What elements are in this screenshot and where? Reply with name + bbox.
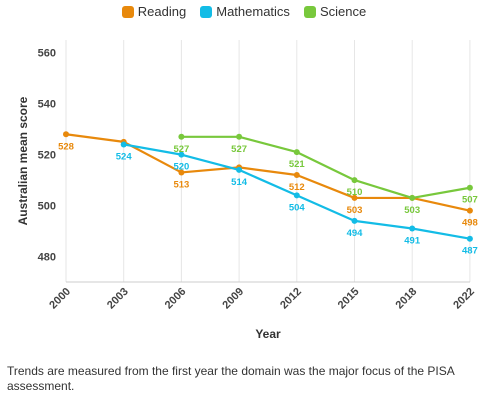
legend-swatch-reading bbox=[121, 5, 134, 18]
point-mathematics-2012 bbox=[293, 192, 300, 199]
point-mathematics-2015 bbox=[351, 217, 358, 224]
legend-label-mathematics: Mathematics bbox=[216, 4, 290, 19]
legend-item-reading[interactable]: Reading bbox=[121, 4, 187, 19]
point-reading-2012 bbox=[293, 172, 300, 179]
data-label-reading-2022: 498 bbox=[462, 218, 478, 229]
y-tick-label-480: 480 bbox=[38, 252, 56, 264]
point-science-2006 bbox=[178, 133, 185, 140]
legend: Reading Mathematics Science bbox=[0, 4, 488, 19]
x-tick-label-2006: 2006 bbox=[163, 286, 189, 312]
legend-label-reading: Reading bbox=[137, 4, 187, 19]
point-science-2015 bbox=[351, 177, 358, 184]
data-label-mathematics-2022: 487 bbox=[462, 246, 478, 257]
legend-swatch-science bbox=[303, 5, 316, 18]
point-science-2012 bbox=[293, 149, 300, 156]
data-label-reading-2000: 528 bbox=[58, 141, 74, 152]
x-tick-label-2009: 2009 bbox=[220, 286, 246, 312]
legend-item-science[interactable]: Science bbox=[303, 4, 367, 19]
x-tick-label-2000: 2000 bbox=[47, 286, 73, 312]
y-tick-label-540: 540 bbox=[38, 99, 56, 111]
data-label-reading-2006: 513 bbox=[173, 179, 189, 190]
data-label-mathematics-2009: 514 bbox=[231, 177, 248, 188]
point-reading-2015 bbox=[351, 194, 358, 201]
point-mathematics-2009 bbox=[236, 166, 243, 173]
x-tick-label-2003: 2003 bbox=[105, 286, 131, 312]
data-label-mathematics-2003: 524 bbox=[116, 151, 133, 162]
legend-label-science: Science bbox=[319, 4, 367, 19]
data-label-reading-2015: 503 bbox=[347, 205, 363, 216]
footnote: Trends are measured from the first year … bbox=[7, 364, 455, 393]
data-label-mathematics-2018: 491 bbox=[404, 236, 421, 247]
y-axis-title: Australian mean score bbox=[16, 96, 30, 225]
y-tick-label-500: 500 bbox=[38, 201, 56, 213]
legend-swatch-mathematics bbox=[200, 5, 213, 18]
data-label-mathematics-2006: 520 bbox=[173, 162, 189, 173]
data-label-science-2006: 527 bbox=[173, 144, 189, 155]
x-tick-label-2012: 2012 bbox=[278, 286, 304, 312]
point-mathematics-2018 bbox=[409, 225, 416, 232]
data-label-science-2012: 521 bbox=[289, 159, 306, 170]
point-mathematics-2006 bbox=[178, 151, 185, 158]
point-mathematics-2003 bbox=[120, 141, 127, 148]
data-label-mathematics-2015: 494 bbox=[347, 228, 364, 239]
point-reading-2000 bbox=[63, 131, 69, 138]
data-label-science-2022: 507 bbox=[462, 195, 478, 206]
data-label-mathematics-2012: 504 bbox=[289, 202, 306, 213]
data-label-science-2009: 527 bbox=[231, 144, 247, 155]
x-tick-label-2022: 2022 bbox=[451, 286, 477, 312]
y-tick-label-560: 560 bbox=[38, 48, 56, 60]
point-mathematics-2022 bbox=[466, 235, 473, 242]
line-chart: 480 500 520 540 560 2000 2003 2006 2009 2012 2015 2… bbox=[16, 40, 478, 341]
data-label-science-2015: 510 bbox=[347, 187, 363, 198]
point-science-2009 bbox=[236, 133, 243, 140]
data-label-reading-2012: 512 bbox=[289, 182, 305, 193]
series-line-science bbox=[181, 135, 471, 200]
point-science-2022 bbox=[466, 184, 473, 191]
x-tick-label-2018: 2018 bbox=[394, 286, 420, 312]
x-axis-title: Year bbox=[255, 327, 281, 341]
point-reading-2006 bbox=[178, 169, 185, 176]
x-tick-label-2015: 2015 bbox=[336, 286, 362, 312]
y-tick-label-520: 520 bbox=[38, 150, 56, 162]
legend-item-mathematics[interactable]: Mathematics bbox=[200, 4, 290, 19]
data-label-science-2018: 503 bbox=[404, 205, 420, 216]
point-reading-2022 bbox=[466, 207, 473, 214]
point-science-2018 bbox=[409, 194, 416, 201]
